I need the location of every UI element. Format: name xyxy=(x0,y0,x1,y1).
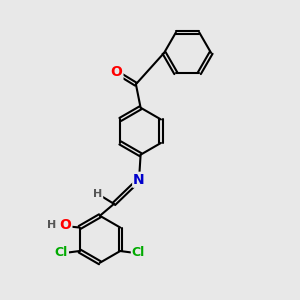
Text: Cl: Cl xyxy=(132,246,145,259)
Text: H: H xyxy=(47,220,57,230)
Text: O: O xyxy=(59,218,71,232)
Text: O: O xyxy=(110,65,122,79)
Text: Cl: Cl xyxy=(55,246,68,259)
Text: H: H xyxy=(93,189,102,199)
Text: N: N xyxy=(133,173,145,187)
